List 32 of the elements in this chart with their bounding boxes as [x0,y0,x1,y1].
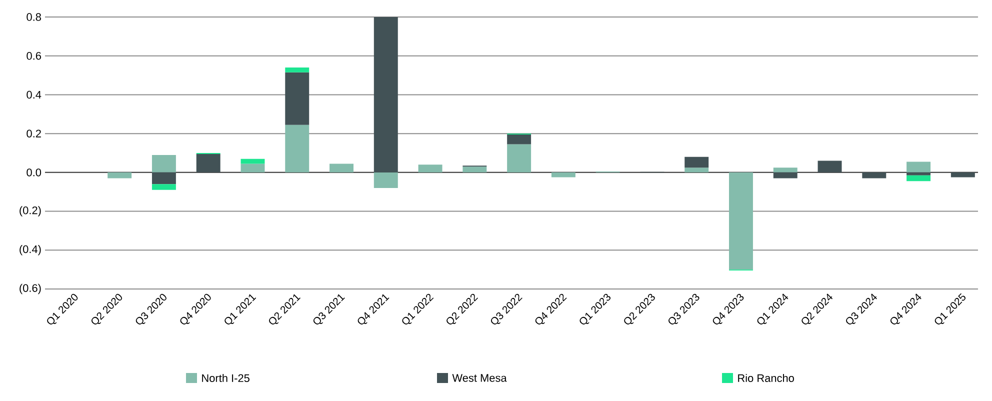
y-tick-label: 0.6 [26,52,41,60]
bar [551,172,576,178]
bar [507,134,532,144]
bar [418,164,442,172]
bar [773,168,798,172]
legend-label: West Mesa [452,374,507,382]
bar [240,158,265,164]
bar [684,156,709,168]
y-tick-label: 0.4 [26,90,42,99]
bar [108,172,132,178]
bar [507,144,532,172]
bar [906,175,931,182]
y-tick-label: 0.8 [26,13,41,21]
y-tick-label: 0.2 [26,130,41,138]
bar [152,184,176,190]
y-tick-label: (0.6) [20,284,41,294]
bar [729,172,753,270]
bar [330,164,354,172]
bar [240,164,265,172]
bar [285,124,310,172]
bar [684,168,709,172]
legend-label: North I-25 [202,374,250,382]
bar [374,172,398,188]
y-tick-label: (0.2) [20,206,41,216]
bar [906,162,931,172]
bar [462,166,487,172]
y-tick-label: 0.0 [26,168,42,176]
bar [285,68,310,72]
bar [285,72,310,125]
legend-label: Rio Rancho [738,374,794,382]
y-tick-label: (0.4) [20,245,41,256]
bar [152,154,176,172]
